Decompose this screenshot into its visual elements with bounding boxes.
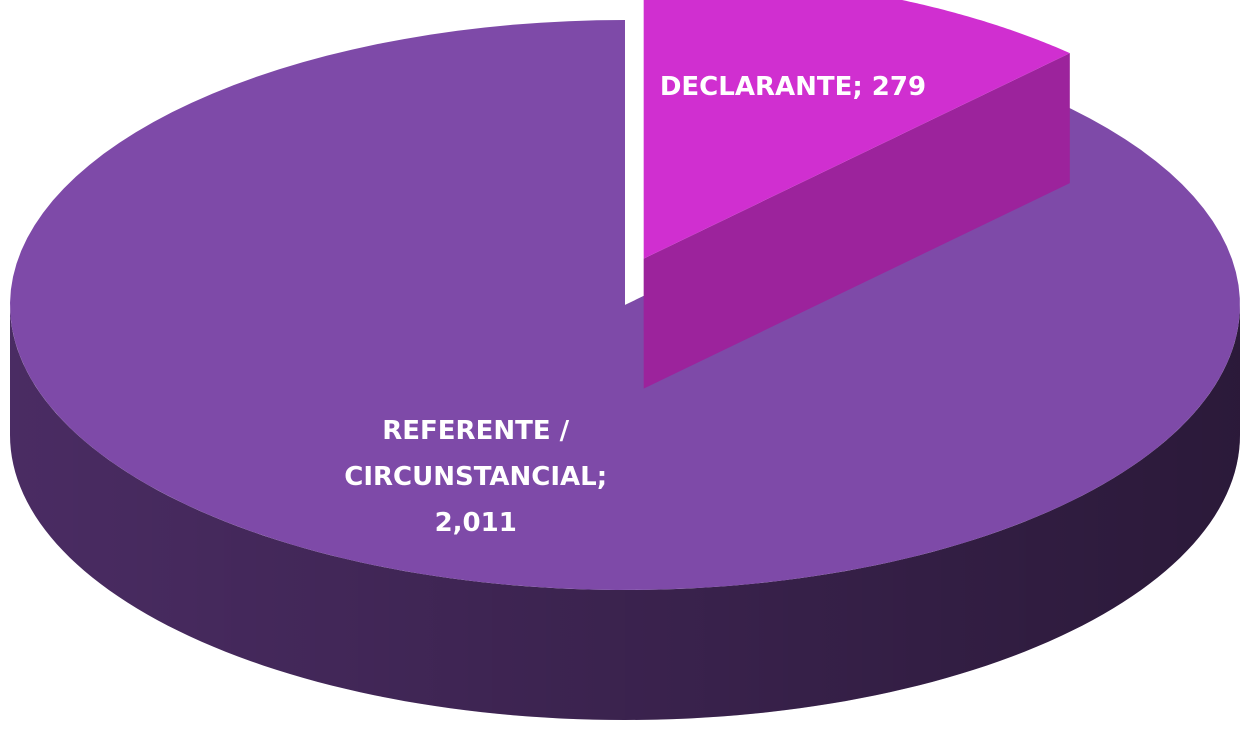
slice-cut-face — [643, 53, 1070, 389]
slice — [643, 0, 1070, 259]
data-label: REFERENTE / CIRCUNSTANCIAL; 2,011 — [344, 415, 607, 537]
pie-plot — [10, 0, 1240, 720]
slice-side-shade — [10, 305, 1240, 720]
data-label: DECLARANTE; 279 — [660, 71, 926, 101]
